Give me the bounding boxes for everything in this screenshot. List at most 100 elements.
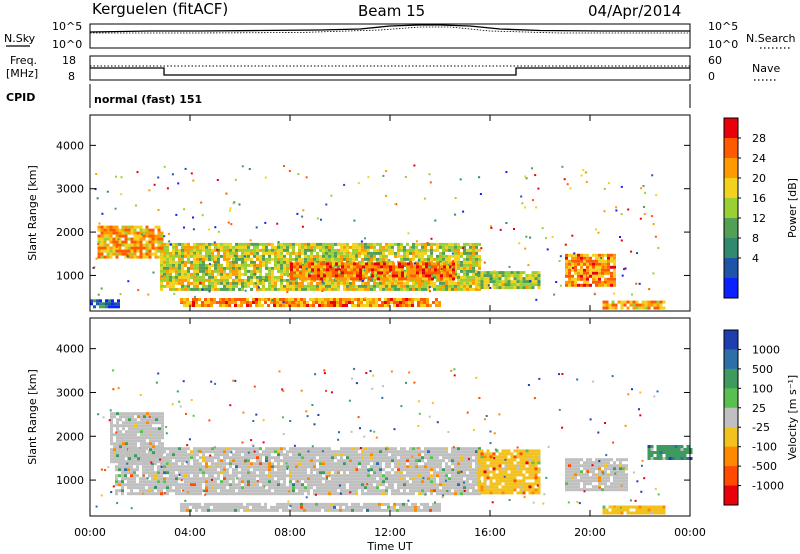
velocity-cell-1 [158, 454, 161, 458]
velocity-cell-0 [268, 465, 271, 469]
velocity-cell-0 [406, 483, 409, 487]
power-cell-5 [571, 256, 574, 260]
velocity-cell-0 [241, 450, 244, 454]
velocity-cell-2 [393, 502, 396, 506]
power-cell-0 [178, 287, 181, 291]
velocity-cell-0 [304, 468, 307, 472]
velocity-cell-1 [125, 421, 128, 425]
velocity-cell-0 [175, 462, 178, 466]
scatter-cell [440, 271, 443, 274]
velocity-cell-0 [172, 477, 175, 481]
velocity-cell-1 [122, 433, 125, 437]
velocity-cell-1 [152, 442, 155, 446]
velocity-cell-0 [409, 486, 412, 490]
power-cell-1 [413, 271, 416, 275]
velocity-cell-0 [367, 471, 370, 475]
power-cell-3 [396, 298, 399, 301]
power-cell-7 [90, 302, 93, 306]
power-cell-0 [259, 263, 262, 267]
velocity-cell-0 [283, 468, 286, 472]
velocity-cell-0 [445, 477, 448, 481]
power-cell-3 [360, 301, 363, 304]
power-cell-5 [589, 283, 592, 287]
power-cell-0 [472, 281, 475, 285]
power-cell-0 [238, 272, 241, 276]
velocity-cell-0 [259, 459, 262, 463]
power-cell-0 [427, 242, 430, 246]
velocity-cell-0 [274, 486, 277, 490]
velocity-cell-0 [262, 474, 265, 478]
power-cell-1 [437, 268, 440, 272]
power-cell-0 [238, 248, 241, 252]
power-cell-2 [145, 228, 149, 232]
velocity-cell-0 [163, 465, 166, 469]
velocity-cell-0 [286, 459, 289, 463]
velocity-cell-0 [391, 447, 394, 451]
power-cell-3 [258, 304, 261, 307]
velocity-cell-0 [232, 474, 235, 478]
power-cell-1 [305, 262, 308, 266]
power-cell-2 [139, 240, 143, 244]
power-cell-1 [374, 265, 377, 269]
velocity-cell-0 [226, 480, 229, 484]
power-cell-1 [374, 271, 377, 275]
velocity-cell-0 [289, 486, 292, 490]
power-cell-0 [454, 251, 457, 255]
power-cell-1 [443, 262, 446, 266]
power-cell-2 [142, 228, 146, 232]
velocity-cell-0 [145, 462, 148, 466]
velocity-cell-0 [262, 450, 265, 454]
power-cell-4 [492, 271, 496, 275]
power-cell-1 [338, 274, 341, 278]
power-cell-3 [222, 304, 225, 307]
power-cell-1 [305, 268, 308, 272]
power-cell-0 [472, 242, 475, 246]
power-cell-3 [318, 298, 321, 301]
power-cell-0 [451, 248, 454, 252]
velocity-cell-0 [301, 477, 304, 481]
velocity-cell-0 [397, 489, 400, 493]
velocity-cell-0 [196, 471, 199, 475]
velocity-cell-0 [277, 465, 280, 469]
power-cell-0 [412, 245, 415, 249]
power-cell-0 [175, 281, 178, 285]
power-cell-1 [323, 262, 326, 266]
velocity-cell-0 [379, 483, 382, 487]
velocity-cell-0 [451, 492, 454, 496]
power-cell-4 [480, 271, 484, 275]
velocity-cell-2 [240, 505, 243, 509]
velocity-cell-0 [244, 480, 247, 484]
power-cell-0 [268, 242, 271, 246]
velocity-cell-0 [370, 483, 373, 487]
power-cell-0 [421, 242, 424, 246]
power-cell-0 [190, 245, 193, 249]
power-cell-0 [397, 248, 400, 252]
power-cell-0 [355, 254, 358, 258]
power-cell-3 [411, 301, 414, 304]
velocity-cell-0 [229, 459, 232, 463]
power-cell-0 [220, 266, 223, 270]
velocity-cell-0 [331, 477, 334, 481]
power-cell-0 [355, 287, 358, 291]
scatter-cell [404, 176, 407, 178]
velocity-cell-0 [469, 450, 472, 454]
power-cell-0 [376, 242, 379, 246]
power-cell-1 [377, 271, 380, 275]
velocity-cell-0 [391, 477, 394, 481]
velocity-cell-0 [184, 477, 187, 481]
scatter-cell [264, 221, 267, 224]
velocity-cell-0 [457, 447, 460, 451]
velocity-cell-2 [432, 502, 435, 506]
scatter-cell [249, 244, 252, 247]
velocity-cell-0 [310, 447, 313, 451]
velocity-cell-0 [403, 480, 406, 484]
velocity-cell-1 [161, 418, 164, 422]
power-cell-1 [449, 274, 452, 278]
scatter-cell [216, 179, 219, 181]
velocity-cell-2 [363, 502, 366, 506]
power-cell-0 [331, 245, 334, 249]
velocity-cell-0 [415, 447, 418, 451]
power-cell-0 [445, 257, 448, 261]
velocity-cell-0 [427, 450, 430, 454]
velocity-cell-0 [466, 486, 469, 490]
